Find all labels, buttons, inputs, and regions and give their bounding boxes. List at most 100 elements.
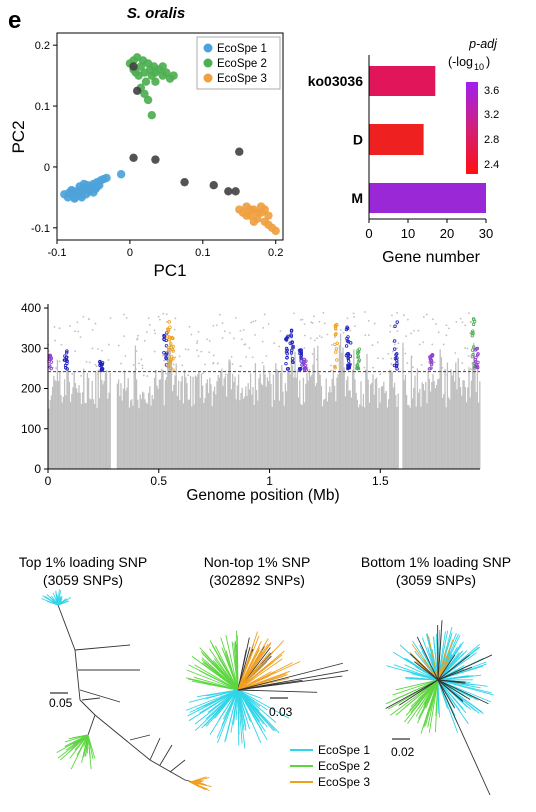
snp-point [389, 324, 392, 327]
tree-branch [209, 648, 239, 691]
tree-branch [404, 664, 439, 681]
bar-x-axis-label: Gene number [382, 249, 481, 266]
snp-point [53, 326, 56, 328]
snp-point [58, 360, 61, 363]
snp-point [323, 322, 326, 325]
significant-snp [301, 360, 306, 364]
tree-branch [435, 679, 439, 717]
tree-branch [194, 664, 239, 691]
snp-point [153, 350, 156, 353]
pca-point-series-2 [245, 205, 255, 214]
pca-y-tick-label: 0.1 [35, 101, 50, 113]
significant-snp [169, 342, 173, 346]
snp-point [228, 359, 231, 362]
snp-point [71, 373, 74, 375]
significant-snp [470, 354, 475, 359]
significant-snp [168, 325, 172, 330]
snp-point [445, 334, 448, 337]
tree-branch [398, 679, 439, 706]
snp-point [212, 354, 215, 357]
significant-snp [285, 355, 289, 360]
tree-branch [191, 655, 239, 691]
pca-point-series-1 [140, 89, 149, 99]
manhattan-y-tick-label: 300 [21, 341, 41, 355]
snp-point [310, 321, 313, 324]
snp-point [318, 320, 321, 323]
snp-point [367, 319, 370, 322]
tree-branch [437, 679, 492, 694]
tree-branch [428, 636, 439, 681]
significant-snp [171, 356, 175, 361]
snp-point [218, 313, 221, 316]
snp-point [291, 375, 293, 378]
snp-point [330, 364, 332, 367]
snp-point [382, 357, 384, 360]
snp-point [413, 329, 415, 332]
tree-mid-scale-label: 0.03 [269, 705, 293, 719]
snp-point [390, 357, 393, 360]
manhattan-x-tick-label: 1 [266, 474, 273, 488]
significant-snp [162, 337, 166, 341]
snp-point [306, 364, 309, 366]
snp-point [94, 322, 97, 325]
pca-y-axis-label: PC2 [9, 120, 28, 153]
pca-frame [56, 32, 284, 241]
snp-point [261, 361, 264, 364]
snp-point [461, 321, 464, 324]
snp-point [273, 342, 276, 345]
significant-snp [65, 359, 69, 363]
snp-point [162, 312, 165, 315]
bar-x-tick-label: 20 [440, 226, 454, 241]
tree-branch [189, 781, 197, 786]
tree-branch [237, 689, 318, 693]
significant-snp [302, 366, 307, 370]
significant-snp [49, 356, 53, 361]
manhattan-x-tick-label: 0.5 [150, 474, 167, 488]
snp-point [136, 337, 139, 340]
significant-snp [348, 354, 353, 358]
tree-branch [425, 679, 439, 726]
snp-point [181, 364, 184, 367]
snp-point [159, 318, 161, 321]
tree-bottom-scale-label: 0.02 [391, 745, 415, 759]
significant-snp [167, 320, 171, 324]
snp-point [188, 325, 191, 328]
pca-point-series-1 [129, 56, 138, 65]
significant-snp [475, 363, 479, 367]
snp-point [74, 330, 76, 333]
snp-point [316, 337, 319, 340]
significant-snp [166, 328, 171, 332]
snp-point [402, 348, 404, 351]
snp-point [389, 330, 392, 333]
snp-point [433, 361, 436, 363]
tree-branch [74, 649, 81, 701]
snp-point [464, 347, 466, 349]
manhattan-y-tick-label: 400 [21, 301, 41, 315]
snp-point [208, 340, 211, 342]
tree-branch [237, 689, 277, 732]
tree-branch [437, 654, 470, 681]
tree-branch [237, 638, 269, 691]
pca-point-series-3 [235, 147, 244, 156]
snp-point [82, 315, 85, 318]
pca-point-series-0 [102, 173, 111, 183]
tree-branch [437, 679, 467, 683]
snp-point [141, 364, 144, 367]
snp-point [403, 314, 405, 316]
tree-long-branch [437, 679, 491, 796]
tree-branch [237, 689, 268, 711]
pca-point-series-1 [143, 95, 153, 105]
snp-point [301, 318, 304, 321]
pca-point-series-0 [116, 170, 126, 179]
snp-point [373, 322, 376, 325]
significant-snp [284, 361, 288, 366]
significant-snp [49, 360, 54, 364]
manhattan-x-tick-label: 1.5 [372, 474, 389, 488]
gene-number-bar-chart: ko03036 D M 0 10 20 30 Gene number p-adj (-lo… [308, 37, 500, 266]
significant-snp [290, 360, 295, 364]
snp-point [454, 352, 457, 354]
tree-branch [81, 697, 101, 701]
snp-point [123, 335, 126, 337]
tree-branch [51, 595, 59, 606]
tree-branch [94, 714, 151, 761]
